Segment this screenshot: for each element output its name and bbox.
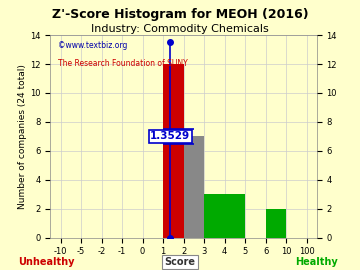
Bar [266,209,286,238]
Text: Industry: Commodity Chemicals: Industry: Commodity Chemicals [91,24,269,34]
Text: ©www.textbiz.org: ©www.textbiz.org [58,41,128,50]
Text: Z'-Score Histogram for MEOH (2016): Z'-Score Histogram for MEOH (2016) [52,8,308,21]
Text: The Research Foundation of SUNY: The Research Foundation of SUNY [58,59,188,68]
Text: 1.3529: 1.3529 [150,131,190,141]
Text: Unhealthy: Unhealthy [19,257,75,267]
Text: Score: Score [165,257,195,267]
Bar [184,136,204,238]
Bar [204,194,245,238]
Y-axis label: Number of companies (24 total): Number of companies (24 total) [18,64,27,209]
Bar [163,64,184,238]
Text: Healthy: Healthy [296,257,338,267]
